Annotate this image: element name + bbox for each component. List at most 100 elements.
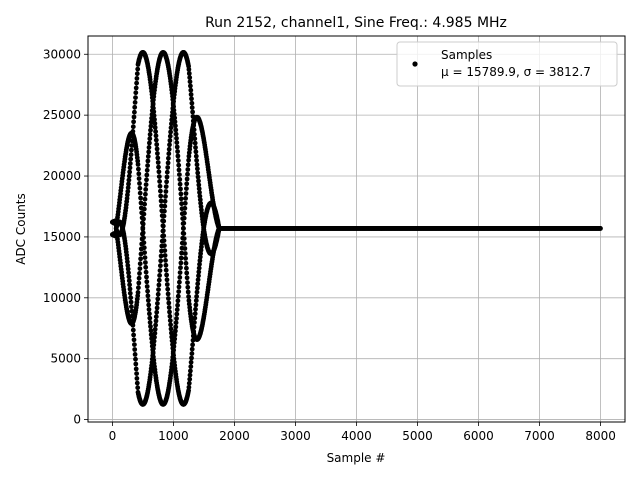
data-point bbox=[128, 295, 134, 301]
data-point bbox=[175, 298, 181, 304]
data-point bbox=[174, 140, 180, 146]
data-point bbox=[195, 277, 201, 283]
data-point bbox=[165, 160, 171, 166]
data-point bbox=[169, 330, 174, 336]
data-point bbox=[134, 376, 140, 381]
data-point bbox=[167, 309, 172, 315]
data-point bbox=[156, 164, 161, 170]
data-point bbox=[175, 293, 181, 299]
data-point bbox=[178, 265, 183, 271]
data-point bbox=[188, 364, 194, 369]
x-axis-label: Sample # bbox=[327, 451, 386, 465]
data-point bbox=[157, 183, 163, 189]
data-point bbox=[168, 326, 174, 332]
data-point bbox=[141, 211, 147, 217]
data-point bbox=[152, 326, 158, 332]
data-point bbox=[140, 221, 146, 227]
data-point bbox=[153, 314, 159, 320]
y-tick-label: 0 bbox=[73, 413, 81, 427]
data-point bbox=[128, 156, 134, 162]
data-point bbox=[166, 296, 171, 301]
data-point bbox=[132, 104, 138, 110]
data-point bbox=[193, 153, 199, 159]
data-point bbox=[167, 318, 173, 323]
data-point bbox=[171, 344, 177, 349]
data-point bbox=[196, 178, 201, 184]
data-point bbox=[164, 282, 170, 287]
data-point bbox=[145, 154, 151, 159]
data-point bbox=[173, 324, 179, 330]
data-point bbox=[150, 349, 156, 355]
data-point bbox=[129, 304, 134, 310]
data-point bbox=[148, 127, 153, 133]
data-point bbox=[184, 176, 190, 182]
data-point bbox=[158, 263, 163, 269]
data-point bbox=[158, 188, 163, 194]
data-point bbox=[146, 302, 152, 308]
data-point bbox=[156, 169, 162, 175]
data-point bbox=[195, 170, 201, 176]
x-tick-label: 3000 bbox=[280, 429, 311, 443]
data-point bbox=[190, 109, 196, 115]
legend: Samples μ = 15789.9, σ = 3812.7 bbox=[396, 41, 618, 87]
data-point bbox=[138, 195, 144, 201]
data-point bbox=[133, 90, 139, 96]
data-point bbox=[184, 181, 190, 187]
data-point bbox=[163, 194, 168, 199]
data-point bbox=[177, 279, 182, 285]
data-point bbox=[197, 190, 202, 195]
data-point bbox=[151, 346, 156, 351]
data-point bbox=[173, 127, 179, 133]
data-point bbox=[144, 177, 149, 183]
data-point bbox=[162, 198, 168, 204]
data-point bbox=[151, 338, 157, 344]
data-point bbox=[187, 376, 193, 382]
data-point bbox=[189, 100, 195, 106]
data-point bbox=[178, 186, 183, 192]
data-point bbox=[132, 100, 138, 105]
data-point bbox=[182, 251, 188, 256]
data-point bbox=[167, 313, 173, 319]
data-point bbox=[136, 171, 142, 177]
data-point bbox=[184, 275, 190, 281]
data-point bbox=[189, 351, 195, 356]
data-point bbox=[184, 270, 190, 276]
data-point bbox=[182, 241, 187, 246]
data-point bbox=[145, 298, 151, 303]
data-point bbox=[143, 182, 149, 188]
data-point bbox=[146, 145, 152, 150]
data-point bbox=[155, 301, 160, 306]
data-point bbox=[182, 200, 188, 206]
data-point bbox=[153, 129, 159, 135]
data-point bbox=[146, 149, 152, 155]
data-point bbox=[135, 66, 141, 72]
data-point bbox=[142, 255, 148, 260]
data-point bbox=[136, 285, 141, 291]
data-point bbox=[188, 83, 193, 89]
data-point bbox=[178, 196, 184, 202]
data-point bbox=[126, 274, 132, 280]
data-point bbox=[138, 256, 144, 262]
data-point bbox=[132, 352, 138, 357]
data-point bbox=[184, 265, 189, 271]
data-point bbox=[138, 200, 144, 206]
data-point bbox=[166, 151, 172, 157]
data-point bbox=[193, 145, 198, 150]
data-point bbox=[171, 347, 177, 353]
data-point bbox=[154, 142, 160, 147]
data-point bbox=[192, 320, 197, 325]
data-point bbox=[174, 135, 179, 141]
data-point bbox=[156, 287, 161, 292]
legend-series-name: Samples bbox=[441, 48, 492, 62]
data-point bbox=[140, 230, 146, 236]
data-point bbox=[157, 179, 163, 184]
data-point bbox=[154, 305, 160, 311]
data-point bbox=[166, 305, 172, 310]
data-point bbox=[132, 109, 137, 115]
data-point bbox=[176, 284, 182, 290]
data-point bbox=[177, 270, 183, 275]
data-point bbox=[157, 268, 163, 273]
data-point bbox=[186, 67, 192, 72]
x-tick-label: 0 bbox=[109, 429, 117, 443]
data-point bbox=[144, 167, 150, 173]
